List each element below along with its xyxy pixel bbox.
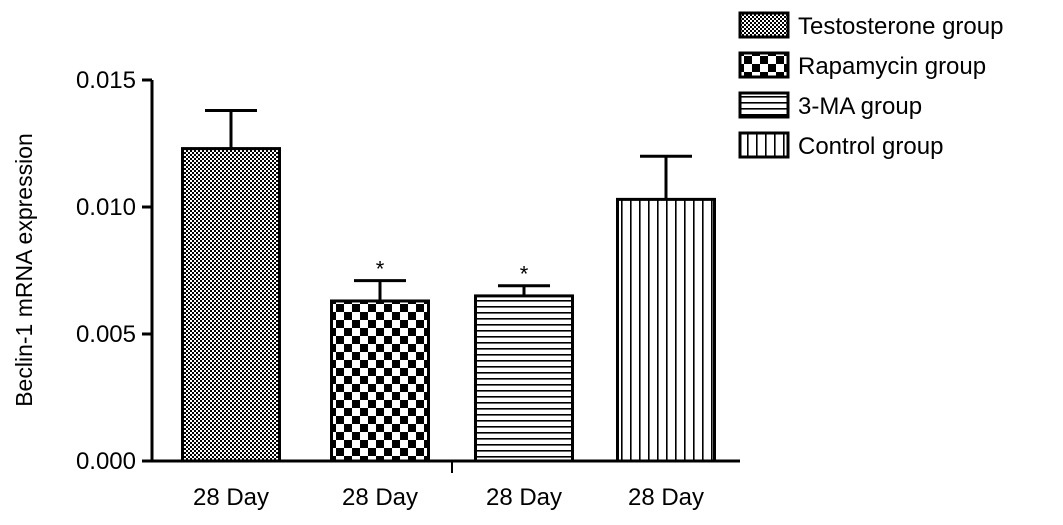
legend-swatch [738,51,790,79]
x-tick-label: 28 Day [486,484,562,511]
x-tick-label: 28 Day [628,484,704,511]
legend-swatch [738,131,790,159]
y-tick-label: 0.000 [76,448,136,475]
y-tick-label: 0.005 [76,321,136,348]
ticks-group: 0.000 0.005 0.010 0.015 28 Day 28 Day 28 Day 28… [76,67,704,511]
bar [181,147,281,463]
significance-marker: * [520,262,529,287]
significance-marker: * [376,257,385,282]
y-tick-label: 0.015 [76,67,136,94]
bar [330,299,430,463]
y-tick-label: 0.010 [76,194,136,221]
legend-swatch [738,91,790,119]
legend-label: Control group [798,133,943,160]
x-tick-label: 28 Day [193,484,269,511]
bar [616,197,716,463]
x-tick-label: 28 Day [342,484,418,511]
y-axis-title: Beclin-1 mRNA expression [11,133,37,407]
bar [474,294,574,463]
legend-label: Testosterone group [798,13,1003,40]
legend-swatch [738,11,790,39]
bars-group: * * [181,108,716,463]
legend-label: 3-MA group [798,93,922,120]
legend-label: Rapamycin group [798,53,986,80]
legend: Testosterone group Rapamycin group 3-MA gr… [738,11,1003,160]
